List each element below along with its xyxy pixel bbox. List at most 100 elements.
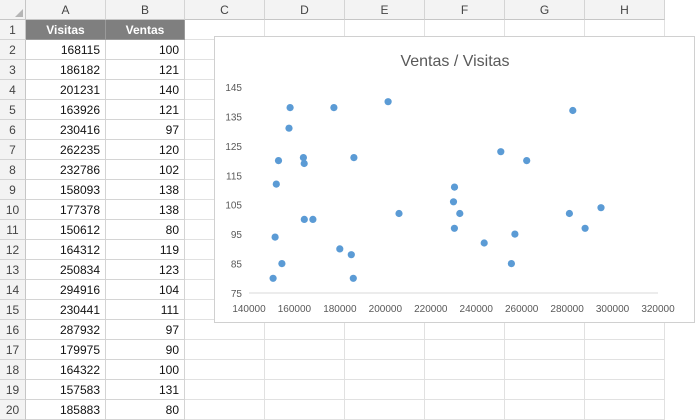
- cell[interactable]: [505, 360, 585, 380]
- cell[interactable]: [185, 340, 265, 360]
- cell[interactable]: [505, 380, 585, 400]
- scatter-point[interactable]: [336, 245, 344, 253]
- cell-visitas[interactable]: 201231: [26, 80, 106, 100]
- cell-visitas[interactable]: 163926: [26, 100, 106, 120]
- header-cell-a[interactable]: Visitas: [26, 20, 106, 40]
- row-header-13[interactable]: 13: [0, 260, 26, 280]
- cell-ventas[interactable]: 123: [106, 260, 185, 280]
- cell-ventas[interactable]: 120: [106, 140, 185, 160]
- cell[interactable]: [345, 340, 425, 360]
- cell-visitas[interactable]: 150612: [26, 220, 106, 240]
- column-header-d[interactable]: D: [265, 0, 345, 20]
- column-header-a[interactable]: A: [26, 0, 106, 20]
- row-header-8[interactable]: 8: [0, 160, 26, 180]
- row-header-3[interactable]: 3: [0, 60, 26, 80]
- cell[interactable]: [505, 320, 585, 340]
- cell[interactable]: [585, 380, 665, 400]
- scatter-point[interactable]: [384, 98, 392, 106]
- row-header-7[interactable]: 7: [0, 140, 26, 160]
- cell-visitas[interactable]: 230416: [26, 120, 106, 140]
- cell-ventas[interactable]: 140: [106, 80, 185, 100]
- cell-ventas[interactable]: 97: [106, 320, 185, 340]
- scatter-point[interactable]: [285, 124, 293, 132]
- cell[interactable]: [345, 400, 425, 420]
- cell[interactable]: [425, 400, 505, 420]
- cell-visitas[interactable]: 230441: [26, 300, 106, 320]
- cell-ventas[interactable]: 102: [106, 160, 185, 180]
- cell[interactable]: [265, 400, 345, 420]
- cell-visitas[interactable]: 179975: [26, 340, 106, 360]
- row-header-4[interactable]: 4: [0, 80, 26, 100]
- cell[interactable]: [265, 380, 345, 400]
- row-header-18[interactable]: 18: [0, 360, 26, 380]
- cell-visitas[interactable]: 262235: [26, 140, 106, 160]
- header-cell-b[interactable]: Ventas: [106, 20, 185, 40]
- row-header-5[interactable]: 5: [0, 100, 26, 120]
- scatter-point[interactable]: [395, 209, 403, 218]
- row-header-10[interactable]: 10: [0, 200, 26, 220]
- row-header-17[interactable]: 17: [0, 340, 26, 360]
- scatter-point[interactable]: [299, 154, 307, 162]
- cell-ventas[interactable]: 100: [106, 40, 185, 60]
- cell[interactable]: [185, 320, 265, 340]
- row-header-16[interactable]: 16: [0, 320, 26, 340]
- scatter-point[interactable]: [480, 239, 488, 247]
- scatter-point[interactable]: [349, 274, 357, 282]
- column-header-f[interactable]: F: [425, 0, 505, 20]
- row-header-2[interactable]: 2: [0, 40, 26, 60]
- scatter-point[interactable]: [581, 224, 589, 232]
- scatter-point[interactable]: [597, 204, 605, 212]
- column-header-b[interactable]: B: [106, 0, 185, 20]
- cell-ventas[interactable]: 131: [106, 380, 185, 400]
- cell-visitas[interactable]: 158093: [26, 180, 106, 200]
- cell[interactable]: [345, 380, 425, 400]
- scatter-point[interactable]: [278, 260, 286, 268]
- scatter-point[interactable]: [565, 209, 573, 218]
- cell-ventas[interactable]: 119: [106, 240, 185, 260]
- cell-ventas[interactable]: 111: [106, 300, 185, 320]
- cell[interactable]: [425, 380, 505, 400]
- cell[interactable]: [185, 380, 265, 400]
- cell[interactable]: [585, 400, 665, 420]
- cell[interactable]: [185, 400, 265, 420]
- cell-ventas[interactable]: 138: [106, 180, 185, 200]
- cell-visitas[interactable]: 232786: [26, 160, 106, 180]
- cell-ventas[interactable]: 104: [106, 280, 185, 300]
- select-all-corner[interactable]: [0, 0, 26, 20]
- row-header-6[interactable]: 6: [0, 120, 26, 140]
- scatter-point[interactable]: [350, 154, 358, 162]
- cell-ventas[interactable]: 97: [106, 120, 185, 140]
- cell[interactable]: [265, 340, 345, 360]
- cell-visitas[interactable]: 185883: [26, 400, 106, 420]
- row-header-11[interactable]: 11: [0, 220, 26, 240]
- cell-ventas[interactable]: 90: [106, 340, 185, 360]
- row-header-15[interactable]: 15: [0, 300, 26, 320]
- row-header-19[interactable]: 19: [0, 380, 26, 400]
- column-header-g[interactable]: G: [505, 0, 585, 20]
- scatter-point[interactable]: [456, 209, 464, 218]
- row-header-14[interactable]: 14: [0, 280, 26, 300]
- scatter-point[interactable]: [569, 106, 577, 115]
- scatter-point[interactable]: [272, 180, 280, 188]
- scatter-point[interactable]: [449, 198, 458, 206]
- column-header-e[interactable]: E: [345, 0, 425, 20]
- scatter-point[interactable]: [300, 159, 308, 168]
- cell-visitas[interactable]: 250834: [26, 260, 106, 280]
- cell[interactable]: [345, 320, 425, 340]
- scatter-point[interactable]: [309, 215, 317, 223]
- scatter-point[interactable]: [450, 224, 458, 232]
- cell-visitas[interactable]: 287932: [26, 320, 106, 340]
- scatter-point[interactable]: [330, 104, 338, 112]
- row-header-20[interactable]: 20: [0, 400, 26, 420]
- cell-ventas[interactable]: 100: [106, 360, 185, 380]
- cell-ventas[interactable]: 121: [106, 100, 185, 120]
- cell-visitas[interactable]: 157583: [26, 380, 106, 400]
- scatter-point[interactable]: [274, 157, 283, 165]
- cell[interactable]: [425, 320, 505, 340]
- scatter-point[interactable]: [497, 148, 505, 156]
- cell-visitas[interactable]: 177378: [26, 200, 106, 220]
- scatter-point[interactable]: [523, 157, 531, 165]
- scatter-point[interactable]: [286, 104, 294, 112]
- cell-visitas[interactable]: 164322: [26, 360, 106, 380]
- cell[interactable]: [585, 360, 665, 380]
